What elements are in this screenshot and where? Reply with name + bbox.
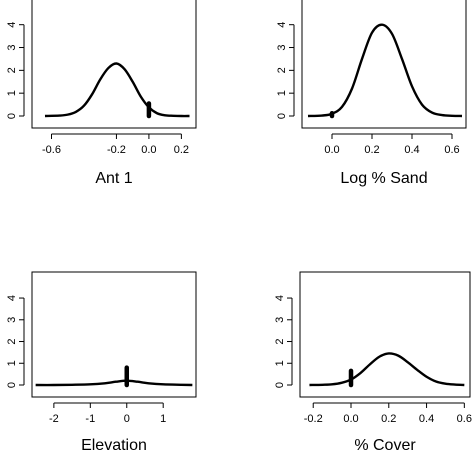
density-curve-series-1: [309, 352, 465, 387]
x-tick-label: 0.0: [324, 144, 339, 156]
x-tick-label: -2: [49, 413, 59, 425]
x-tick-label: 0.0: [141, 144, 156, 156]
x-tick-label: -0.2: [304, 413, 323, 425]
y-tick-label: 1: [6, 360, 18, 366]
chart-panel-3: 0 1 2 3 4 -2 -1 0 1 Elevation: [6, 271, 197, 453]
x-tick-label: -0.2: [107, 144, 126, 156]
x-tick-label: 0.6: [444, 144, 459, 156]
y-tick-label: 3: [276, 44, 288, 50]
x-axis-label: Log % Sand: [340, 170, 427, 187]
x-tick-label: 0.2: [364, 144, 379, 156]
y-tick-label: 0: [6, 113, 18, 119]
x-tick-label: 0.4: [419, 413, 434, 425]
chart-panel-4: 0 1 2 3 4 -0.2 0.0 0.2 0.4 0.6 % Cover: [274, 271, 472, 453]
x-tick-label: -1: [85, 413, 95, 425]
x-tick-label: 0.6: [457, 413, 472, 425]
y-tick-label: 4: [6, 295, 18, 301]
plot-frame: [31, 0, 197, 129]
x-tick-label: 1: [160, 413, 166, 425]
plot-frame: [299, 271, 471, 398]
y-tick-label: 0: [276, 113, 288, 119]
x-tick-label: -0.6: [42, 144, 61, 156]
y-tick-label: 0: [6, 382, 18, 388]
y-tick-label: 3: [6, 317, 18, 323]
x-tick-label: 0.2: [174, 144, 189, 156]
chart-panel-2: 0 1 2 3 4 0.0 0.2 0.4 0.6 Log % Sand: [276, 0, 467, 187]
plot-frame: [31, 271, 197, 398]
density-curve-series-1: [35, 379, 193, 387]
y-tick-label: 1: [274, 360, 286, 366]
chart-panel-1: 0 1 2 3 4 -0.6 -0.2 0.0 0.2 Ant 1: [6, 0, 197, 187]
x-tick-label: 0: [124, 413, 130, 425]
x-tick-label: 0.2: [381, 413, 396, 425]
x-axis-label: % Cover: [354, 437, 416, 453]
x-tick-label: 0.4: [404, 144, 419, 156]
y-tick-label: 3: [6, 44, 18, 50]
y-tick-label: 0: [274, 382, 286, 388]
x-tick-label: 0.0: [343, 413, 358, 425]
y-tick-label: 2: [274, 338, 286, 344]
y-tick-label: 2: [276, 67, 288, 73]
y-tick-label: 1: [276, 90, 288, 96]
x-axis-label: Ant 1: [95, 170, 132, 187]
density-curve-series-1: [44, 62, 190, 118]
y-tick-label: 3: [274, 317, 286, 323]
y-tick-label: 4: [274, 295, 286, 301]
plot-frame: [301, 0, 467, 129]
y-tick-label: 4: [276, 22, 288, 28]
density-curve-series-1: [307, 23, 463, 118]
y-tick-label: 2: [6, 338, 18, 344]
y-tick-label: 2: [6, 67, 18, 73]
y-tick-label: 4: [6, 22, 18, 28]
x-axis-label: Elevation: [81, 437, 147, 453]
y-tick-label: 1: [6, 90, 18, 96]
